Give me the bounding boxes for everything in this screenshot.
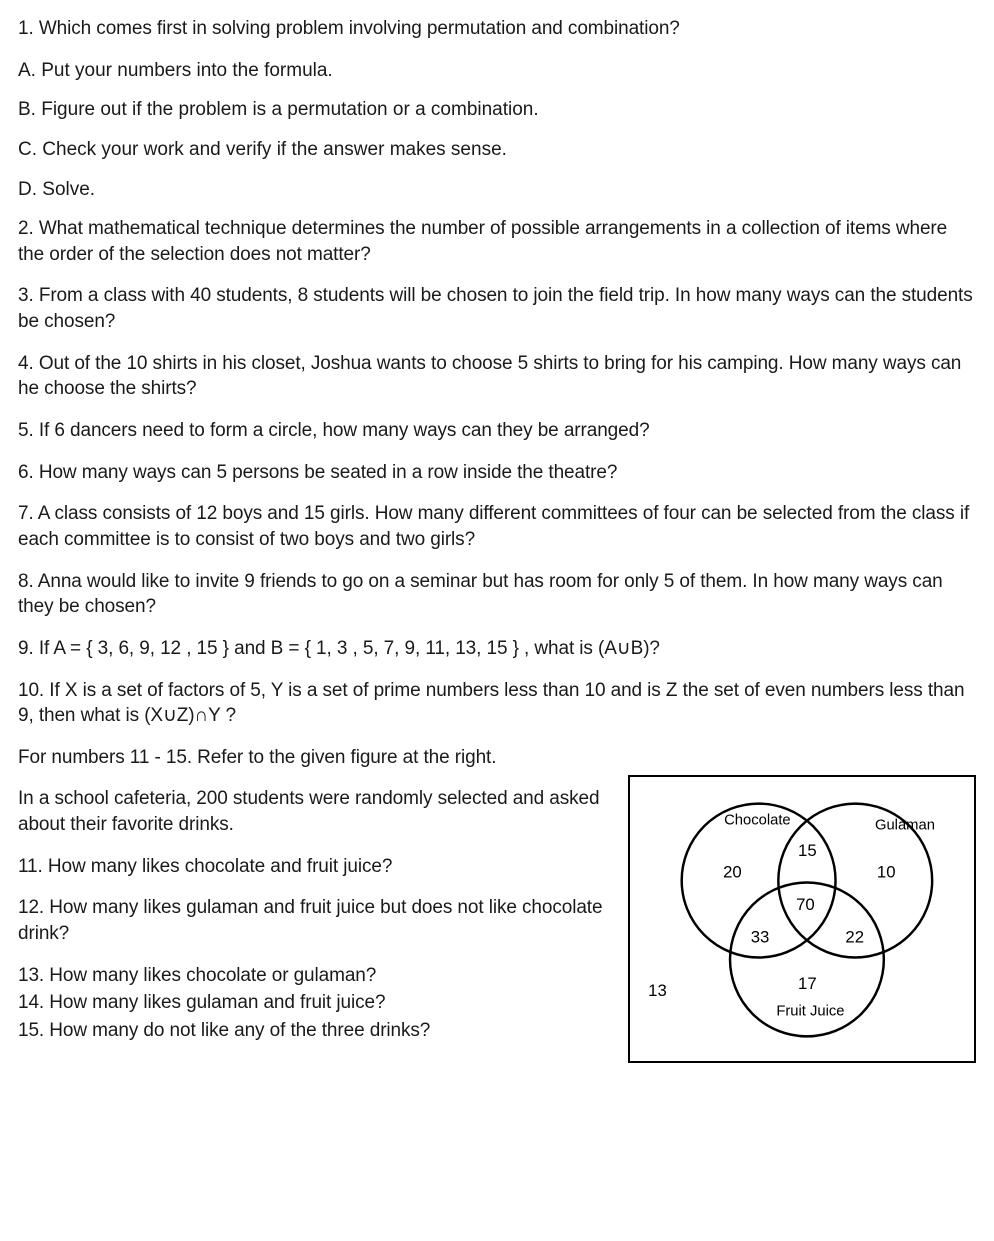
venn-diagram-box: Chocolate Gulaman Fruit Juice 20 10 17 1… bbox=[628, 775, 976, 1063]
question-14: 14. How many likes gulaman and fruit jui… bbox=[18, 990, 618, 1016]
venn-diagram: Chocolate Gulaman Fruit Juice 20 10 17 1… bbox=[630, 777, 974, 1061]
venn-num-choc-gul: 15 bbox=[798, 841, 817, 860]
question-11: 11. How many likes chocolate and fruit j… bbox=[18, 854, 618, 880]
venn-num-chocolate-only: 20 bbox=[723, 862, 742, 881]
question-5: 5. If 6 dancers need to form a circle, h… bbox=[18, 418, 976, 444]
question-9: 9. If A = { 3, 6, 9, 12 , 15 } and B = {… bbox=[18, 636, 976, 662]
question-15: 15. How many do not like any of the thre… bbox=[18, 1018, 618, 1044]
venn-label-gulaman: Gulaman bbox=[875, 817, 935, 833]
venn-label-fruitjuice: Fruit Juice bbox=[776, 1003, 844, 1019]
question-3: 3. From a class with 40 students, 8 stud… bbox=[18, 283, 976, 334]
option-1b: B. Figure out if the problem is a permut… bbox=[18, 97, 976, 123]
question-4: 4. Out of the 10 shirts in his closet, J… bbox=[18, 351, 976, 402]
venn-num-choc-fj: 33 bbox=[751, 927, 770, 946]
venn-num-gulaman-only: 10 bbox=[877, 862, 896, 881]
question-13: 13. How many likes chocolate or gulaman? bbox=[18, 963, 618, 989]
question-8: 8. Anna would like to invite 9 friends t… bbox=[18, 569, 976, 620]
venn-num-gul-fj: 22 bbox=[845, 927, 864, 946]
venn-label-chocolate: Chocolate bbox=[724, 812, 791, 828]
question-12: 12. How many likes gulaman and fruit jui… bbox=[18, 895, 618, 946]
question-10: 10. If X is a set of factors of 5, Y is … bbox=[18, 678, 976, 729]
option-1a: A. Put your numbers into the formula. bbox=[18, 58, 976, 84]
venn-num-all: 70 bbox=[796, 895, 815, 914]
venn-num-fruitjuice-only: 17 bbox=[798, 974, 817, 993]
instruction-11-15: For numbers 11 - 15. Refer to the given … bbox=[18, 745, 976, 771]
option-1c: C. Check your work and verify if the ans… bbox=[18, 137, 976, 163]
option-1d: D. Solve. bbox=[18, 177, 976, 203]
context-11-15: In a school cafeteria, 200 students were… bbox=[18, 786, 618, 837]
question-2: 2. What mathematical technique determine… bbox=[18, 216, 976, 267]
question-1: 1. Which comes first in solving problem … bbox=[18, 16, 976, 42]
question-7: 7. A class consists of 12 boys and 15 gi… bbox=[18, 501, 976, 552]
question-6: 6. How many ways can 5 persons be seated… bbox=[18, 460, 976, 486]
venn-num-outside: 13 bbox=[648, 981, 667, 1000]
